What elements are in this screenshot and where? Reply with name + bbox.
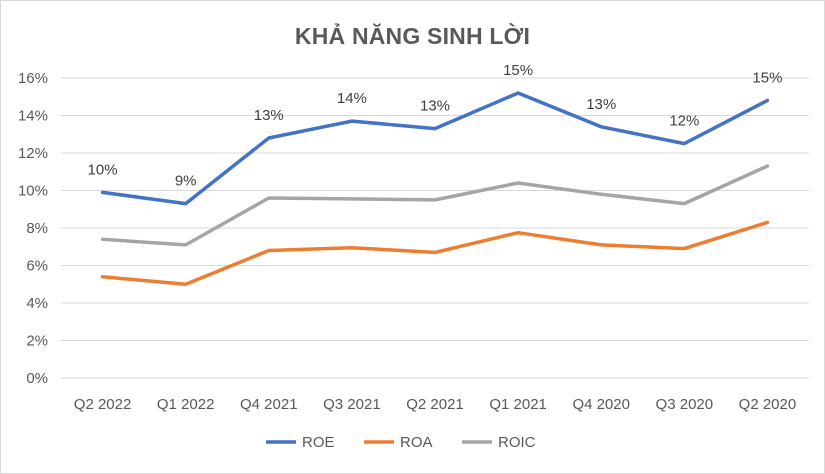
y-tick-label: 14% bbox=[18, 108, 48, 125]
y-tick-label: 8% bbox=[26, 220, 48, 237]
y-tick-label: 2% bbox=[26, 333, 48, 350]
legend-label-roic: ROIC bbox=[498, 434, 536, 451]
legend-label-roe: ROE bbox=[302, 434, 335, 451]
y-tick-label: 16% bbox=[18, 70, 48, 87]
gridlines bbox=[61, 77, 809, 379]
x-tick-label: Q3 2020 bbox=[656, 396, 714, 413]
x-tick-label: Q2 2021 bbox=[406, 396, 464, 413]
x-tick-label: Q2 2022 bbox=[74, 396, 132, 413]
x-axis-ticks: Q2 2022 Q1 2022 Q4 2021 Q3 2021 Q2 2021 Q1 20… bbox=[74, 396, 796, 413]
chart-title: KHẢ NĂNG SINH LỜI bbox=[294, 23, 531, 49]
x-tick-label: Q4 2020 bbox=[572, 396, 630, 413]
data-label: 15% bbox=[503, 62, 533, 79]
data-label: 15% bbox=[752, 70, 782, 87]
x-tick-label: Q1 2021 bbox=[489, 396, 547, 413]
series-lines bbox=[100, 91, 770, 287]
series-line-roe bbox=[100, 91, 770, 206]
y-axis-ticks: 0% 2% 4% 6% 8% 10% 12% 14% 16% bbox=[18, 70, 48, 387]
data-label: 13% bbox=[586, 96, 616, 113]
y-tick-label: 10% bbox=[18, 183, 48, 200]
data-label: 13% bbox=[420, 98, 450, 115]
x-tick-label: Q3 2021 bbox=[323, 396, 381, 413]
data-label: 9% bbox=[175, 173, 197, 190]
y-tick-label: 12% bbox=[18, 145, 48, 162]
data-label: 14% bbox=[337, 90, 367, 107]
y-tick-label: 4% bbox=[26, 295, 48, 312]
data-label: 12% bbox=[669, 113, 699, 130]
series-line-roic bbox=[100, 164, 770, 247]
legend-label-roa: ROA bbox=[400, 434, 433, 451]
legend: ROE ROA ROIC bbox=[266, 434, 536, 451]
data-labels: 10% 9% 13% 14% 13% 15% 13% 12% 15% bbox=[88, 62, 783, 190]
x-tick-label: Q4 2021 bbox=[240, 396, 298, 413]
x-tick-label: Q1 2022 bbox=[157, 396, 215, 413]
x-tick-label: Q2 2020 bbox=[739, 396, 797, 413]
series-line-roa bbox=[100, 220, 770, 287]
data-label: 10% bbox=[88, 161, 118, 178]
data-label: 13% bbox=[254, 107, 284, 124]
y-tick-label: 0% bbox=[26, 370, 48, 387]
y-tick-label: 6% bbox=[26, 258, 48, 275]
